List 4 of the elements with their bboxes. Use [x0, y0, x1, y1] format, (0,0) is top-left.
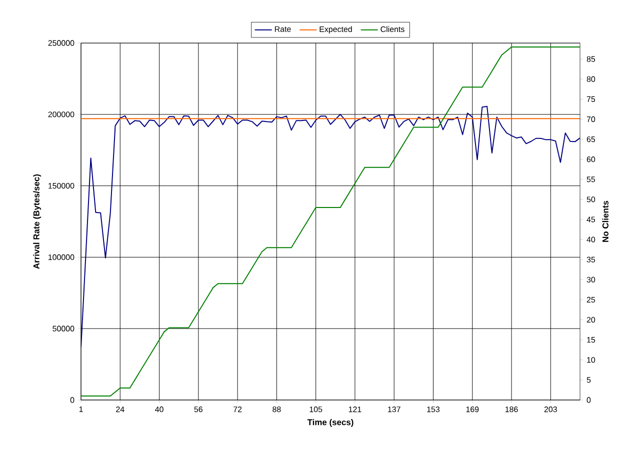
- y2-axis-title: No Clients: [602, 200, 608, 242]
- y-axis-title: Arrival Rate (Bytes/sec): [33, 174, 42, 269]
- x-axis-title: Time (secs): [307, 418, 354, 427]
- line-series: [81, 106, 580, 348]
